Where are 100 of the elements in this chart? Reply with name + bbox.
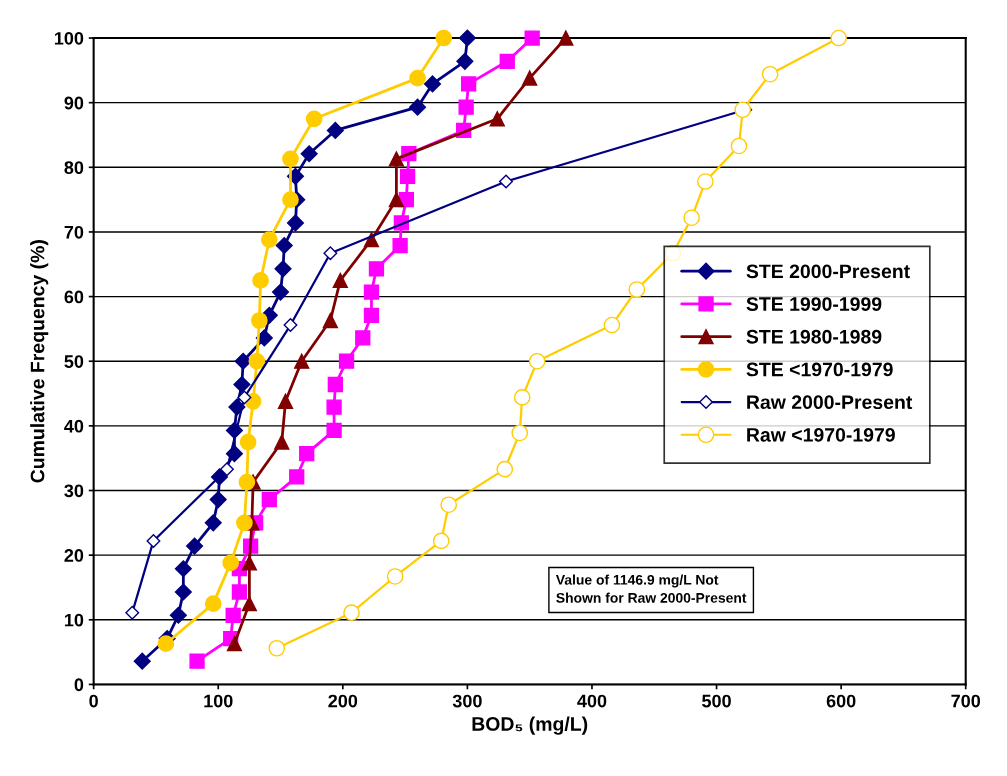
x-tick-label: 100: [204, 694, 233, 708]
point: [294, 353, 310, 369]
point: [458, 99, 474, 115]
y-tick-label: 80: [64, 161, 84, 175]
point: [146, 533, 161, 548]
legend-label: STE <1970-1979: [746, 362, 893, 377]
point: [363, 284, 380, 300]
point: [496, 460, 514, 478]
point: [761, 65, 779, 83]
point: [343, 604, 360, 622]
point: [236, 514, 253, 532]
point: [386, 568, 404, 585]
point: [241, 595, 258, 612]
point: [326, 422, 342, 439]
point: [368, 261, 385, 277]
point: [251, 312, 268, 329]
y-tick-label: 90: [64, 96, 84, 110]
point: [388, 191, 405, 208]
x-axis-title: BOD₅ (mg/L): [472, 716, 588, 735]
point: [628, 281, 646, 298]
point: [327, 376, 343, 393]
point: [489, 111, 505, 127]
point: [252, 272, 269, 289]
point: [248, 352, 266, 370]
point: [683, 209, 700, 227]
annotation: Value of 1146.9 mg/L Not Shown for Raw 2000-Present: [555, 574, 747, 603]
point: [268, 639, 286, 657]
point: [277, 393, 294, 409]
point: [222, 554, 240, 572]
x-tick-label: 0: [89, 694, 98, 708]
y-tick-label: 60: [64, 290, 84, 304]
point: [286, 214, 305, 232]
point: [432, 532, 450, 550]
point: [169, 606, 187, 624]
point: [204, 514, 222, 532]
point: [456, 52, 474, 70]
point: [186, 537, 204, 555]
y-tick-label: 30: [64, 484, 84, 498]
legend-label: Raw 2000-Present: [747, 395, 913, 410]
point: [157, 635, 175, 653]
y-tick-label: 40: [64, 419, 84, 433]
point: [363, 232, 380, 248]
x-tick-label: 300: [452, 694, 482, 708]
x-tick-label: 700: [951, 694, 981, 708]
point: [730, 137, 748, 155]
point: [603, 316, 621, 334]
legend-label: STE 1980-1989: [746, 329, 882, 344]
point: [226, 636, 243, 652]
point: [332, 272, 348, 289]
point: [261, 491, 277, 508]
y-tick-label: 50: [64, 355, 84, 368]
point: [697, 173, 714, 190]
point: [326, 399, 342, 415]
point: [522, 70, 538, 86]
point: [219, 462, 234, 477]
point: [274, 260, 292, 278]
point: [363, 307, 380, 323]
point: [513, 389, 531, 406]
point: [458, 29, 476, 47]
point: [435, 29, 453, 47]
point: [322, 312, 338, 329]
point: [274, 434, 290, 450]
point: [440, 496, 458, 514]
point: [326, 121, 344, 140]
legend-label: Raw <1970-1979: [747, 427, 895, 442]
point: [399, 168, 416, 184]
legend-label: STE 2000-Present: [746, 264, 910, 279]
point: [338, 353, 355, 369]
point: [388, 151, 405, 167]
point: [460, 76, 477, 92]
point: [499, 174, 513, 189]
point: [282, 150, 299, 168]
point: [305, 110, 323, 128]
x-tick-label: 400: [577, 694, 607, 708]
point: [524, 30, 540, 46]
point: [323, 246, 338, 261]
point: [511, 424, 529, 442]
point: [392, 237, 408, 254]
point: [231, 584, 248, 600]
point: [528, 352, 546, 370]
point: [499, 53, 515, 69]
point: [209, 491, 227, 509]
y-tick-label: 0: [74, 678, 84, 692]
y-tick-label: 70: [64, 225, 84, 239]
x-tick-label: 600: [826, 694, 856, 708]
point: [830, 29, 847, 47]
point: [260, 231, 278, 249]
y-tick-label: 100: [54, 31, 84, 45]
point: [275, 236, 293, 255]
y-tick-label: 10: [64, 613, 84, 627]
point: [241, 555, 258, 571]
point: [271, 283, 290, 301]
point: [204, 595, 222, 612]
point: [238, 473, 256, 491]
y-tick-label: 20: [64, 549, 84, 562]
point: [237, 390, 252, 405]
x-tick-label: 500: [702, 694, 731, 708]
point: [133, 652, 151, 670]
point: [283, 318, 298, 333]
point: [299, 446, 315, 462]
